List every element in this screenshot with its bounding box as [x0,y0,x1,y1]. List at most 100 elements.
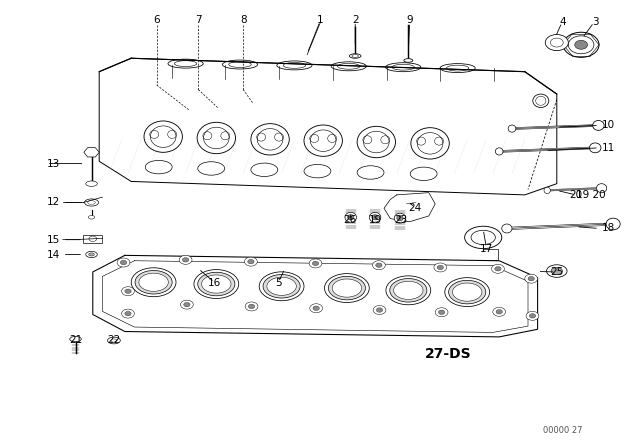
Ellipse shape [251,163,278,177]
Circle shape [248,304,255,309]
Ellipse shape [410,167,437,181]
Ellipse shape [332,279,362,297]
Circle shape [179,255,192,264]
Ellipse shape [532,94,548,108]
Ellipse shape [259,272,304,301]
Circle shape [492,264,504,273]
Circle shape [437,265,444,270]
Text: 19 20: 19 20 [576,190,605,200]
Circle shape [310,304,323,313]
Text: 23: 23 [394,215,407,225]
Circle shape [313,306,319,310]
Ellipse shape [86,181,97,186]
Text: 20: 20 [570,190,582,200]
Ellipse shape [596,184,607,193]
Ellipse shape [404,59,413,62]
Text: 5: 5 [275,278,282,288]
Ellipse shape [70,336,81,342]
Text: 13: 13 [47,159,60,168]
Ellipse shape [411,128,449,159]
Text: 21: 21 [69,336,82,345]
Text: 18: 18 [602,224,615,233]
Ellipse shape [304,164,331,178]
Circle shape [125,311,131,316]
Circle shape [545,34,568,51]
Ellipse shape [198,162,225,175]
Ellipse shape [304,125,342,156]
Circle shape [376,308,383,312]
Polygon shape [84,148,99,157]
Text: 4: 4 [560,17,566,27]
Ellipse shape [263,275,300,298]
Ellipse shape [502,224,512,233]
Circle shape [495,267,501,271]
Ellipse shape [145,160,172,174]
Text: 9: 9 [406,15,413,25]
Text: 1: 1 [317,15,323,25]
Text: 24: 24 [408,203,421,213]
Ellipse shape [198,272,235,296]
Ellipse shape [349,54,361,58]
Text: 19: 19 [369,215,381,225]
Circle shape [244,257,257,266]
Ellipse shape [394,213,406,223]
Ellipse shape [84,199,99,206]
Circle shape [122,287,134,296]
Ellipse shape [465,226,502,249]
Circle shape [376,263,382,267]
Ellipse shape [495,148,503,155]
Ellipse shape [267,277,296,295]
Ellipse shape [348,215,354,220]
Text: 16: 16 [208,278,221,288]
FancyBboxPatch shape [83,235,102,243]
Circle shape [125,289,131,293]
Ellipse shape [139,273,168,291]
Text: 7: 7 [195,15,202,25]
Text: 6: 6 [154,15,160,25]
Circle shape [372,261,385,270]
Circle shape [496,310,502,314]
Text: 14: 14 [47,250,60,260]
Ellipse shape [394,281,423,299]
Ellipse shape [397,215,403,221]
Polygon shape [384,193,435,222]
Polygon shape [99,58,557,195]
Ellipse shape [197,122,236,154]
Ellipse shape [551,267,563,275]
Circle shape [434,263,447,272]
Ellipse shape [202,275,231,293]
Ellipse shape [88,215,95,219]
Ellipse shape [445,278,490,306]
Ellipse shape [386,276,431,305]
Text: 15: 15 [47,235,60,245]
Ellipse shape [345,212,356,222]
Circle shape [526,311,539,320]
Circle shape [120,260,127,265]
Text: 26: 26 [344,215,356,225]
Circle shape [180,300,193,309]
Text: 00000 27: 00000 27 [543,426,583,435]
Text: 27-DS: 27-DS [425,347,471,361]
Circle shape [312,261,319,266]
Ellipse shape [471,230,495,245]
Circle shape [117,258,130,267]
Text: 2: 2 [352,15,358,25]
Ellipse shape [86,251,97,258]
Polygon shape [93,255,538,337]
Ellipse shape [593,121,604,130]
Ellipse shape [88,201,95,204]
Ellipse shape [449,280,486,304]
Text: 8: 8 [240,15,246,25]
Ellipse shape [357,166,384,179]
Ellipse shape [372,215,378,220]
Ellipse shape [452,283,482,301]
Text: 11: 11 [602,143,615,153]
Circle shape [575,40,588,49]
Ellipse shape [357,126,396,158]
Circle shape [122,309,134,318]
Circle shape [248,259,254,264]
Circle shape [438,310,445,314]
Ellipse shape [508,125,516,132]
Ellipse shape [589,143,601,153]
Ellipse shape [390,279,427,302]
